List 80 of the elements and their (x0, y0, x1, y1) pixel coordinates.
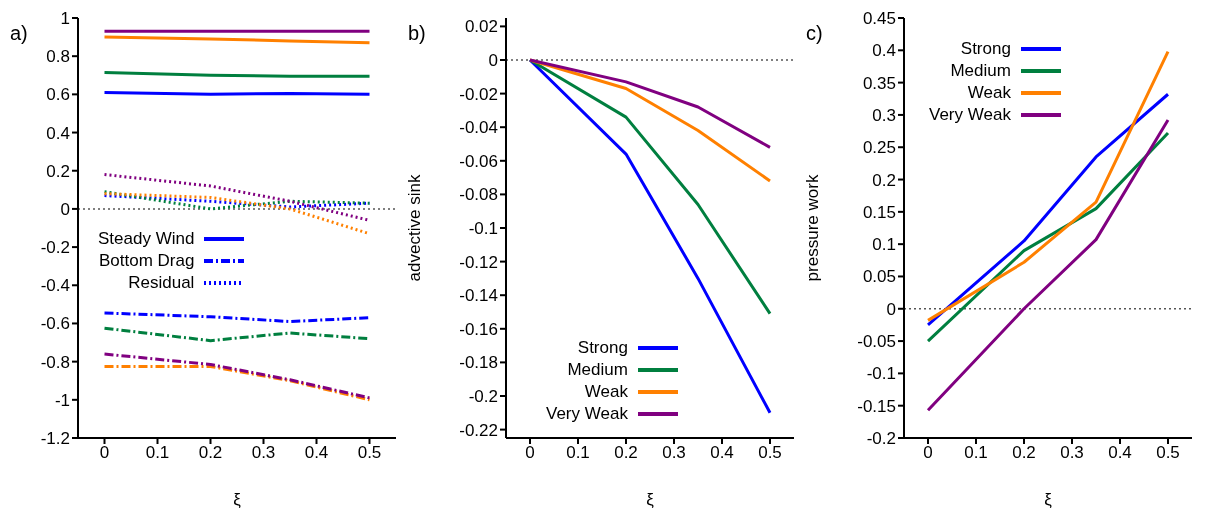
y-tick-label: -0.2 (866, 429, 896, 449)
y-tick-label: 0.45 (862, 9, 896, 29)
y-tick-label: -0.02 (459, 84, 498, 104)
legend-label: Weak (584, 381, 628, 404)
y-tick-label: -0.12 (459, 252, 498, 272)
y-tick-label: -0.18 (459, 353, 498, 373)
x-tick-label: 0.4 (1108, 443, 1132, 463)
y-tick-label: 0.6 (46, 85, 70, 105)
x-tick-label: 0.1 (566, 443, 590, 463)
y-tick-label: 0 (60, 199, 70, 219)
x-tick-label: 0.1 (964, 443, 988, 463)
legend-label: Residual (128, 272, 195, 294)
y-tick-label: -0.2 (468, 387, 498, 407)
y-tick-label: -0.04 (459, 118, 498, 138)
text: b) (408, 22, 426, 45)
y-axis-title: advective sink (405, 174, 425, 282)
x-tick-label: 0.2 (1012, 443, 1036, 463)
x-tick-label: 0.4 (304, 443, 329, 463)
x-tick-label: 0.4 (710, 443, 734, 463)
x-tick-label: 0.1 (145, 443, 170, 463)
x-tick-label: 0.2 (198, 443, 223, 463)
legend-label: Strong (577, 337, 628, 360)
y-tick-label: -0.15 (857, 396, 896, 416)
line-series (103, 173, 371, 222)
legend-label: Medium (567, 359, 628, 382)
y-tick-label: -0.4 (40, 276, 70, 296)
legend-label: Strong (960, 38, 1011, 60)
y-tick-label: 0.4 (46, 123, 70, 143)
x-tick-label: 0 (525, 443, 535, 463)
y-tick-label: 0.25 (862, 138, 896, 158)
y-tick-label: 0 (488, 51, 498, 71)
y-tick-label: 0.2 (46, 161, 70, 181)
y-tick-label: -0.8 (40, 352, 70, 372)
x-tick-label: 0.3 (662, 443, 686, 463)
legend-label: Very Weak (929, 104, 1011, 126)
y-tick-label: -1 (54, 390, 70, 410)
y-tick-label: -0.1 (468, 219, 498, 239)
y-tick-label: 0.3 (872, 105, 896, 125)
y-tick-label: -1.2 (40, 429, 70, 449)
y-tick-label: 0.15 (862, 202, 896, 222)
y-tick-label: -0.6 (40, 314, 70, 334)
x-tick-label: 0.2 (614, 443, 638, 463)
y-tick-label: 0.4 (872, 41, 896, 61)
x-tick-label: 0.5 (357, 443, 382, 463)
line-series (103, 352, 371, 400)
line-series (103, 311, 371, 324)
y-tick-label: 0 (886, 299, 896, 319)
y-tick-label: 0.02 (464, 17, 498, 37)
x-tick-label: 0.5 (758, 443, 782, 463)
y-tick-label: 0.2 (872, 170, 896, 190)
y-tick-label: -0.08 (459, 185, 498, 205)
x-tick-label: 0.5 (1156, 443, 1180, 463)
y-tick-label: -0.16 (459, 319, 498, 339)
x-axis-title: ξ (646, 490, 655, 509)
legend-label: Very Weak (546, 403, 628, 426)
line-series (528, 58, 772, 149)
y-tick-label: 0.35 (862, 73, 896, 93)
legend-label: Weak (967, 82, 1011, 104)
text: a) (10, 22, 28, 45)
y-axis-title: pressure work (803, 174, 823, 282)
x-tick-label: 0.3 (1060, 443, 1084, 463)
x-tick-label: 0 (99, 443, 110, 463)
y-tick-label: -0.1 (866, 364, 896, 384)
x-axis-title: ξ (1044, 490, 1053, 509)
x-axis-title: ξ (233, 490, 242, 509)
y-tick-label: -0.06 (459, 151, 498, 171)
y-tick-label: 1 (60, 9, 70, 29)
x-tick-label: 0 (923, 443, 933, 463)
y-tick-label: 0.8 (46, 47, 70, 67)
x-tick-label: 0.3 (251, 443, 276, 463)
y-tick-label: -0.05 (857, 332, 896, 352)
y-tick-label: 0.1 (872, 235, 896, 255)
legend-label: Steady Wind (98, 228, 195, 250)
y-tick-label: -0.2 (40, 238, 70, 258)
y-tick-label: -0.22 (459, 420, 498, 440)
y-tick-label: -0.14 (459, 286, 498, 306)
text: c) (806, 22, 823, 45)
y-tick-label: 0.05 (862, 267, 896, 287)
legend-label: Medium (950, 60, 1011, 82)
legend-label: Bottom Drag (98, 250, 195, 272)
